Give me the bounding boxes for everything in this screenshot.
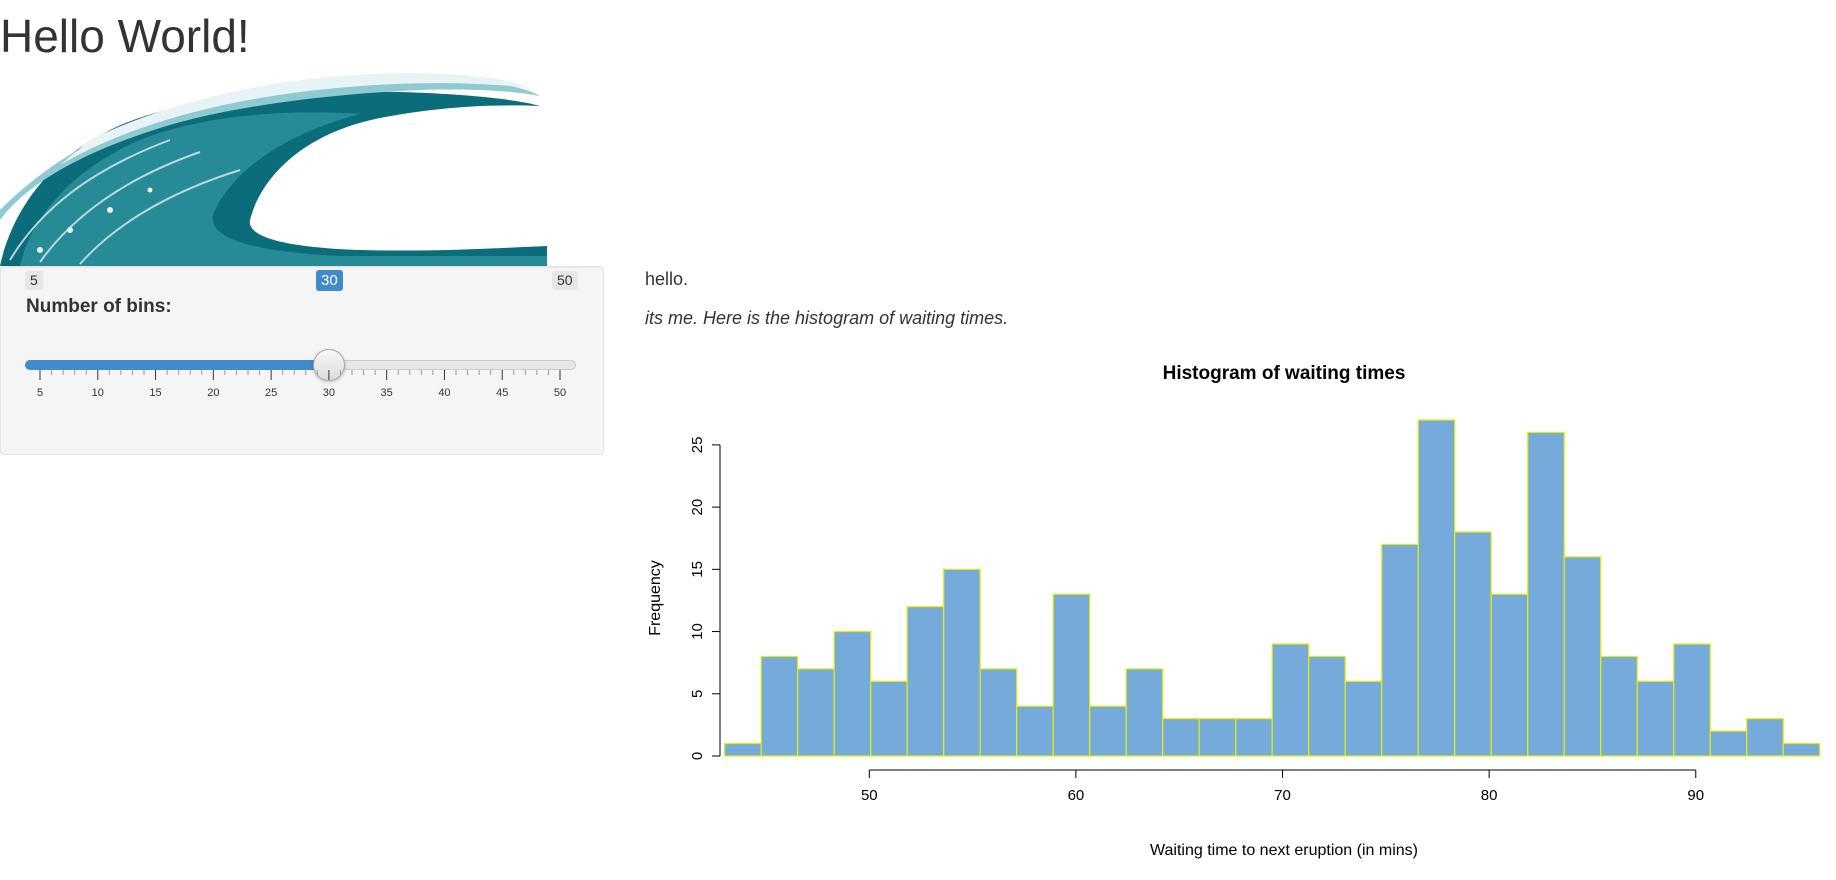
chart-y-axis-label: Frequency [647,560,664,636]
chart-y-axis: 0 5 10 15 20 25 [689,437,721,760]
x-tick-label: 80 [1481,787,1498,804]
histogram-bar [1454,531,1492,757]
histogram-bar [1162,718,1200,757]
histogram-bar [797,668,835,757]
histogram-bar [1600,655,1638,757]
x-tick-label: 50 [861,787,878,804]
histogram-bar [1490,593,1529,757]
histogram-bar [1527,431,1565,757]
chart-bars [724,419,1821,757]
histogram-bar [833,630,872,757]
slider-value-label: 30 [316,270,343,291]
histogram-bar [1198,718,1237,757]
chart-title: Histogram of waiting times [1163,363,1406,384]
histogram-bar [1125,668,1164,757]
x-tick-label: 90 [1687,787,1704,804]
histogram-bar [906,606,945,757]
histogram-bar [724,742,762,757]
hello-text: hello. [645,269,689,289]
histogram-bar [1052,593,1091,757]
y-tick-label: 5 [689,690,706,698]
histogram-intro-text: its me. Here is the histogram of waiting… [645,308,1009,328]
slider-handle[interactable] [312,349,345,381]
histogram-bar [870,680,908,757]
histogram-bar [1563,556,1602,757]
slider-max-label: 50 [552,271,578,290]
histogram-bar [1271,643,1310,757]
page-title: Hello World! [0,10,250,62]
histogram-bar [1089,705,1127,757]
y-tick-label: 10 [689,623,706,640]
y-tick-label: 20 [689,499,706,516]
chart-x-axis-label: Waiting time to next eruption (in mins) [1150,842,1418,859]
histogram-plot: Histogram of waiting times Waiting time … [647,363,1821,859]
wave-image [0,70,547,266]
y-tick-label: 15 [689,561,706,578]
histogram-bar [1016,705,1054,757]
x-tick-label: 60 [1068,787,1085,804]
slider-track-fill [25,360,329,370]
histogram-bar [1235,718,1273,757]
histogram-bar [943,568,981,757]
y-tick-label: 0 [689,752,706,760]
histogram-bar [979,668,1018,757]
histogram-bar [1381,543,1419,757]
histogram-bar [1417,419,1456,757]
histogram-bar [1782,742,1821,757]
chart-x-axis: 50 60 70 80 90 [861,769,1704,804]
histogram-bar [1344,680,1383,757]
slider-min-label: 5 [25,271,43,290]
histogram-bar [1746,718,1784,757]
histogram-bar [1709,730,1748,757]
histogram-bar [1673,643,1711,757]
bins-label: Number of bins: [26,296,172,317]
histogram-bar [1308,655,1346,757]
histogram-bar [1636,680,1675,757]
histogram-bar [760,655,799,757]
y-tick-label: 25 [689,437,706,454]
x-tick-label: 70 [1274,787,1291,804]
